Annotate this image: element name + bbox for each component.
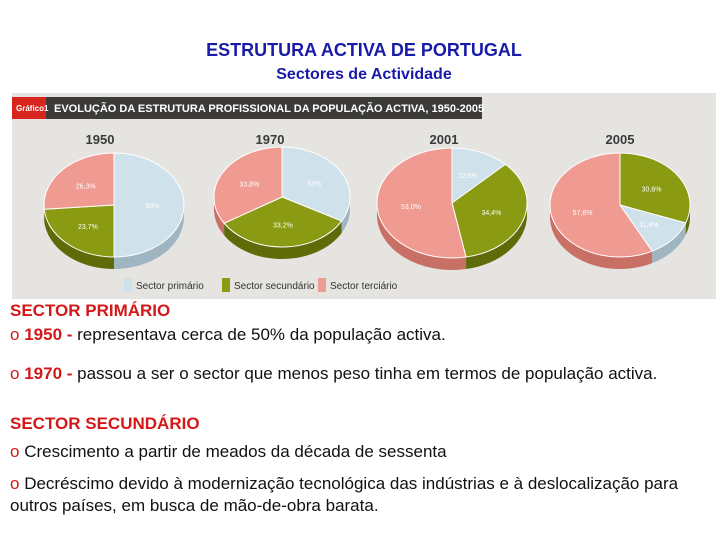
pie-side-2001-terciario: [377, 203, 467, 270]
pie-label-2001-terciario: 53,0%: [401, 204, 421, 211]
page-subtitle: Sectores de Actividade: [276, 66, 452, 83]
pie-slice-2001-primario: [451, 147, 507, 204]
pie-side-2005-secundario: [685, 205, 690, 235]
pie-side-1970-secundario: [224, 221, 342, 259]
chart-panel: Gráfico1 EVOLUÇÃO DA ESTRUTURA PROFISSION…: [12, 93, 716, 299]
bullet-icon: o: [10, 474, 20, 493]
pie-label-1950-terciario: 26,3%: [76, 184, 96, 191]
legend-label-secundario: Sector secundário: [234, 281, 315, 292]
pie-side-1950-secundario: [44, 209, 114, 269]
pie-charts: Gráfico1 EVOLUÇÃO DA ESTRUTURA PROFISSION…: [12, 97, 691, 292]
bullet-1950: o 1950 - representava cerca de 50% da po…: [10, 324, 718, 346]
bullet-1970-text: passou a ser o sector que menos peso tin…: [72, 364, 658, 383]
page-title: ESTRUTURA ACTIVA DE PORTUGAL: [206, 40, 522, 60]
pie-slice-1970-terciario: [213, 146, 283, 224]
legend-label-terciario: Sector terciário: [330, 281, 398, 292]
pie-label-2005-primario: 11,8%: [639, 222, 658, 229]
pie-slice-2005-terciario: [549, 152, 653, 258]
bullet-decrescimo-text: Decréscimo devido à modernização tecnoló…: [10, 474, 679, 515]
bullet-crescimento: o Crescimento a partir de meados da déca…: [10, 441, 718, 463]
pie-slice-2001-secundario: [451, 163, 528, 258]
pie-label-2005-secundario: 30,6%: [642, 187, 662, 194]
pie-year-2001: 2001: [430, 132, 459, 147]
bullet-1950-text: representava cerca de 50% da população a…: [72, 325, 446, 344]
chart-title: EVOLUÇÃO DA ESTRUTURA PROFISSIONAL DA PO…: [54, 102, 484, 115]
section-header-primario: SECTOR PRIMÁRIO: [10, 301, 171, 320]
section-secundario-header: SECTOR SECUNDÁRIO: [10, 413, 718, 435]
pie-label-1970-terciario: 33,8%: [239, 182, 259, 189]
bullet-crescimento-text: Crescimento a partir de meados da década…: [19, 442, 447, 461]
pie-label-2001-primario: 12,6%: [458, 173, 478, 180]
pie-slice-2001-terciario: [376, 147, 467, 259]
pie-year-1970: 1970: [256, 132, 285, 147]
pie-side-2005-primario: [652, 222, 686, 264]
pie-slice-1950-terciario: [43, 152, 115, 210]
legend-swatch-secundario: [222, 278, 230, 292]
pie-side-1950-primario: [114, 205, 184, 269]
pie-side-2005-terciario: [550, 205, 653, 269]
bullet-icon: o: [10, 325, 20, 344]
section-header-secundario: SECTOR SECUNDÁRIO: [10, 414, 200, 433]
pie-label-2001-secundario: 34,4%: [481, 210, 501, 217]
legend-label-primario: Sector primário: [136, 281, 204, 292]
bullet-icon: o: [10, 364, 20, 383]
year-1950: 1950 -: [24, 325, 73, 344]
year-1970: 1970 -: [24, 364, 73, 383]
chart-title-bar: [12, 97, 482, 119]
pie-label-1950-primario: 50%: [145, 203, 159, 210]
pie-year-2005: 2005: [606, 132, 635, 147]
pie-label-1950-secundario: 23,7%: [78, 224, 98, 231]
figure-tag-box: [12, 97, 46, 119]
figure-tag: Gráfico1: [16, 104, 49, 113]
section-primario-header: SECTOR PRIMÁRIO: [10, 300, 718, 322]
pie-side-2001-secundario: [466, 203, 527, 270]
bullet-icon: o: [10, 442, 20, 461]
pie-slice-1950-primario: [113, 152, 185, 258]
pie-label-1970-secundario: 33,2%: [273, 222, 293, 229]
legend-swatch-primario: [124, 278, 132, 292]
pie-year-1950: 1950: [86, 132, 115, 147]
legend-swatch-terciario: [318, 278, 326, 292]
bullet-1970: o 1970 - passou a ser o sector que menos…: [10, 363, 718, 385]
pie-slice-1970-secundario: [223, 196, 343, 248]
pie-slice-1970-primario: [281, 146, 351, 222]
bullet-decrescimo: o Decréscimo devido à modernização tecno…: [10, 473, 718, 517]
pie-label-1970-primario: 33%: [307, 181, 321, 188]
pie-slice-1950-secundario: [43, 204, 115, 258]
pie-label-2005-terciario: 57,6%: [573, 210, 593, 217]
pie-slice-2005-secundario: [619, 152, 691, 224]
